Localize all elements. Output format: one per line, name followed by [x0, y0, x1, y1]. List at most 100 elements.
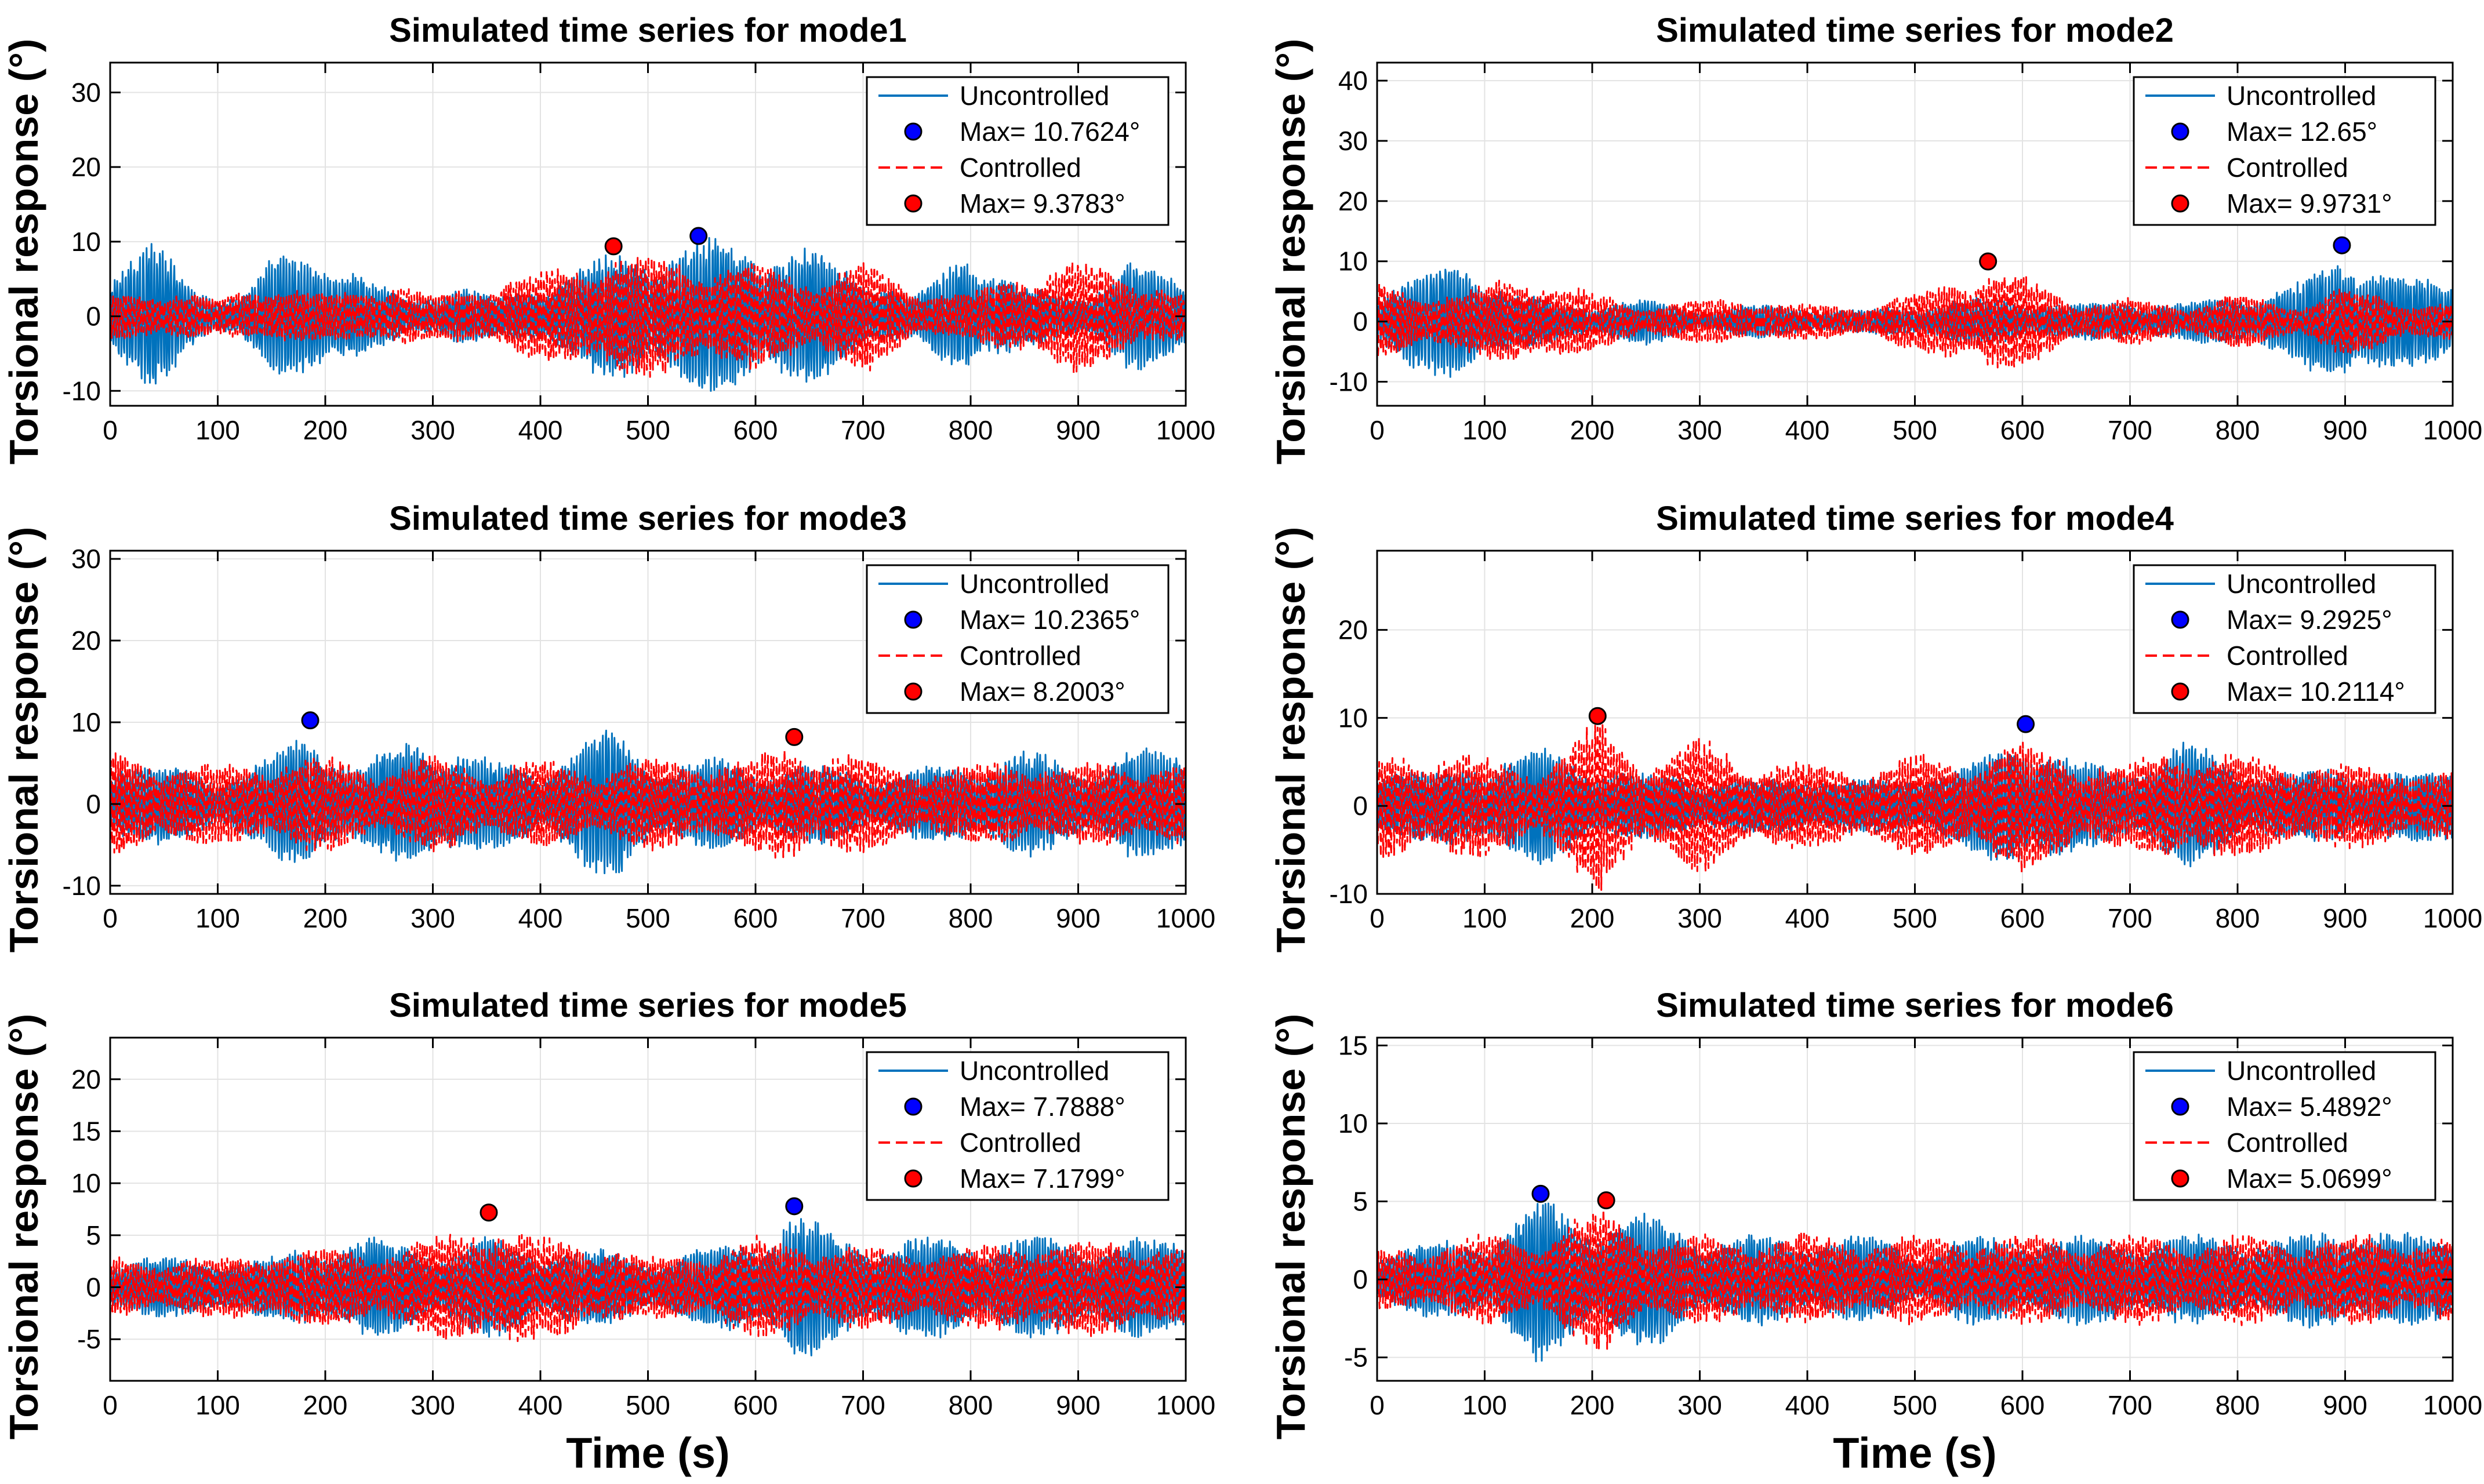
subplot-6: 0 100 200 300 400 500 600 700 800 900 1000-5051015…	[1268, 987, 2482, 1477]
x-tick-label: 400	[518, 415, 563, 445]
x-tick-label: 0	[1370, 1390, 1385, 1420]
legend-marker-max-controlled	[2171, 682, 2189, 701]
series-line-controlled	[1377, 1209, 2453, 1350]
x-tick-label: 300	[411, 1390, 455, 1420]
y-tick-label: 20	[71, 152, 101, 182]
y-axis-label: Torsional response (°)	[1, 39, 46, 465]
series-line-controlled	[110, 749, 1186, 859]
legend-label-max-controlled: Max= 9.3783°	[960, 188, 1125, 219]
y-tick-label: 15	[1338, 1030, 1368, 1060]
x-tick-label: 700	[841, 903, 885, 933]
legend-label-uncontrolled: Uncontrolled	[960, 1056, 1109, 1086]
y-tick-label: 10	[1338, 703, 1368, 733]
legend-label-max-controlled: Max= 7.1799°	[960, 1163, 1125, 1194]
y-tick-label: 10	[71, 707, 101, 737]
y-tick-label: 5	[1353, 1187, 1368, 1217]
x-tick-label: 300	[1677, 415, 1722, 445]
legend-label-uncontrolled: Uncontrolled	[2227, 569, 2376, 599]
legend-label-max-uncontrolled: Max= 12.65°	[2227, 117, 2377, 147]
x-tick-label: 900	[1056, 415, 1101, 445]
y-tick-label: 10	[71, 1168, 101, 1198]
legend-label-controlled: Controlled	[960, 1127, 1081, 1158]
subplot-4: 0 100 200 300 400 500 600 700 800 900 1000-1001020…	[1268, 500, 2482, 952]
max-marker-uncontrolled	[2017, 715, 2035, 733]
x-tick-label: 500	[626, 1390, 670, 1420]
legend-label-controlled: Controlled	[960, 152, 1081, 183]
subplot-3: 0 100 200 300 400 500 600 700 800 900 1000-1001020…	[1, 500, 1215, 952]
x-tick-label: 100	[1462, 903, 1507, 933]
legend-label-max-controlled: Max= 9.9731°	[2227, 188, 2392, 219]
x-tick-label: 100	[1462, 1390, 1507, 1420]
x-tick-label: 900	[1056, 903, 1101, 933]
x-tick-label: 100	[195, 1390, 240, 1420]
x-tick-label: 800	[949, 415, 993, 445]
y-tick-label: -10	[1330, 879, 1368, 909]
x-tick-label: 1000	[2423, 903, 2482, 933]
y-axis-label: Torsional response (°)	[1, 527, 46, 953]
legend-label-controlled: Controlled	[960, 641, 1081, 671]
y-tick-label: -10	[1330, 366, 1368, 397]
data-area	[1377, 719, 2453, 891]
x-tick-label: 700	[2108, 415, 2152, 445]
legend-box	[2133, 564, 2436, 714]
legend-label-uncontrolled: Uncontrolled	[960, 81, 1109, 111]
subplot-2: 0 100 200 300 400 500 600 700 800 900 1000-1001020…	[1268, 12, 2482, 464]
data-area	[1377, 265, 2453, 378]
chart-title: Simulated time series for mode5	[389, 987, 907, 1024]
x-tick-label: 200	[1570, 415, 1615, 445]
x-tick-label: 1000	[1156, 1390, 1215, 1420]
legend-marker-max-controlled	[2171, 1169, 2189, 1188]
max-marker-controlled	[1597, 1191, 1615, 1210]
legend: Uncontrolled Max= 7.7888° Controlled Max= 7…	[866, 1051, 1170, 1201]
y-tick-label: 5	[86, 1220, 101, 1250]
x-tick-label: 600	[2000, 415, 2045, 445]
x-tick-label: 100	[195, 903, 240, 933]
subplot-1: 0 100 200 300 400 500 600 700 800 900 1000-1001020…	[1, 12, 1215, 464]
x-tick-label: 1000	[1156, 903, 1215, 933]
max-marker-controlled	[1979, 252, 1998, 271]
subplot-5: 0 100 200 300 400 500 600 700 800 900 1000 -5 0 5 10 15…	[1, 987, 1215, 1477]
legend-label-max-uncontrolled: Max= 9.2925°	[2227, 605, 2392, 635]
x-tick-label: 900	[1056, 1390, 1101, 1420]
y-tick-label: 0	[1353, 307, 1368, 337]
x-tick-label: 300	[1677, 903, 1722, 933]
y-tick-label: 30	[1338, 126, 1368, 156]
x-tick-label: 700	[2108, 903, 2152, 933]
max-marker-controlled	[785, 728, 804, 746]
x-tick-label: 0	[103, 415, 118, 445]
x-tick-label: 1000	[2423, 1390, 2482, 1420]
series-line-controlled	[1377, 275, 2453, 369]
legend-label-uncontrolled: Uncontrolled	[960, 569, 1109, 599]
chart-title: Simulated time series for mode1	[389, 12, 907, 49]
chart-title: Simulated time series for mode6	[1656, 987, 2174, 1024]
x-tick-label: 500	[1893, 415, 1937, 445]
max-marker-uncontrolled	[785, 1197, 804, 1216]
y-axis-label: Torsional response (°)	[1268, 527, 1313, 953]
legend-marker-max-controlled	[2171, 194, 2189, 213]
max-marker-uncontrolled	[1531, 1184, 1550, 1203]
legend-marker-max-uncontrolled	[904, 610, 923, 629]
x-tick-label: 400	[518, 903, 563, 933]
x-tick-label: 200	[1570, 1390, 1615, 1420]
y-tick-label: 10	[1338, 1108, 1368, 1139]
legend-label-max-controlled: Max= 10.2114°	[2227, 676, 2405, 707]
y-tick-label: 20	[1338, 615, 1368, 645]
legend-label-max-uncontrolled: Max= 10.2365°	[960, 605, 1140, 635]
legend: Uncontrolled Max= 10.7624° Controlled Max= …	[866, 76, 1170, 226]
y-tick-label: 20	[1338, 186, 1368, 216]
x-tick-label: 500	[1893, 903, 1937, 933]
legend-label-max-uncontrolled: Max= 10.7624°	[960, 117, 1140, 147]
legend-marker-max-uncontrolled	[904, 122, 923, 141]
x-tick-label: 400	[1785, 1390, 1830, 1420]
x-tick-label: 200	[303, 903, 348, 933]
y-tick-label: 15	[71, 1116, 101, 1146]
legend-label-max-uncontrolled: Max= 5.4892°	[2227, 1092, 2392, 1122]
x-tick-label: 1000	[2423, 415, 2482, 445]
legend-label-uncontrolled: Uncontrolled	[2227, 1056, 2376, 1086]
x-tick-label: 900	[2323, 903, 2367, 933]
x-tick-label: 1000	[1156, 415, 1215, 445]
data-area	[110, 237, 1186, 392]
legend-marker-max-uncontrolled	[904, 1097, 923, 1116]
x-tick-label: 600	[733, 415, 778, 445]
y-tick-label: 20	[71, 625, 101, 656]
